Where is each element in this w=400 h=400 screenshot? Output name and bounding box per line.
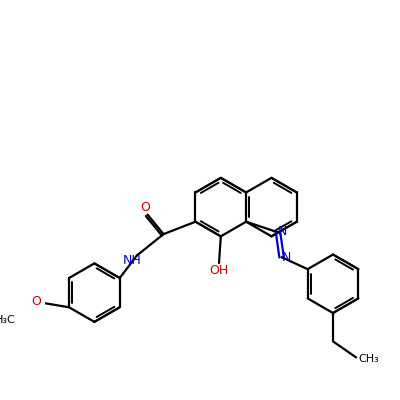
Text: O: O — [140, 201, 150, 214]
Text: CH₃: CH₃ — [359, 354, 380, 364]
Text: N: N — [281, 251, 291, 264]
Text: NH: NH — [123, 254, 142, 267]
Text: N: N — [278, 225, 287, 238]
Text: OH: OH — [209, 264, 229, 278]
Text: H₃C: H₃C — [0, 315, 16, 325]
Text: O: O — [31, 296, 41, 308]
